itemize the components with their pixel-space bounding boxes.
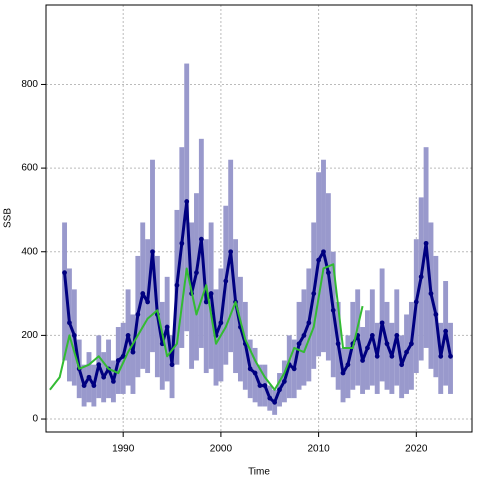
x-tick-label: 1990 [112,444,135,455]
point [164,324,170,330]
point [301,332,307,338]
point [262,383,268,388]
x-tick-label: 2000 [210,444,233,455]
point [71,332,77,338]
point [67,320,72,326]
point [169,362,175,368]
point [296,341,302,347]
point [330,307,336,313]
confidence-band [62,222,68,361]
point [96,362,102,368]
x-axis-label: Time [248,467,270,478]
point [448,353,453,359]
point [86,374,92,380]
point [345,362,351,368]
point [384,341,390,347]
point [223,278,229,284]
point [179,240,185,246]
point [413,299,419,305]
point [228,249,234,255]
point [140,291,146,296]
point [91,383,97,388]
point [125,332,131,338]
point [306,320,312,326]
point [111,378,116,384]
y-axis-label: SSB [3,208,14,228]
point [291,366,297,372]
point [340,370,346,376]
point [335,341,341,347]
point [247,366,253,372]
point [145,299,151,305]
point [404,349,409,355]
point [389,353,395,359]
point [321,249,326,255]
point [374,353,380,359]
x-tick-label: 2010 [307,444,330,455]
x-tick-label: 2020 [405,444,428,455]
point [282,378,287,384]
point [203,299,209,305]
point [365,345,370,351]
confidence-band [184,63,190,332]
point [101,374,107,380]
y-tick-label: 0 [32,414,38,425]
confidence-band [203,239,209,374]
point [418,274,424,280]
point [198,236,204,242]
point [120,353,126,359]
point [360,358,365,363]
point [428,291,434,296]
point [409,341,414,347]
point [218,320,224,326]
point [316,257,322,263]
point [423,240,429,246]
point [272,399,278,405]
point [257,383,263,388]
point [115,358,121,363]
y-tick-label: 400 [21,246,38,257]
y-tick-label: 600 [21,163,38,174]
point [311,291,317,296]
point [277,387,282,393]
point [81,383,87,388]
point [208,291,214,296]
point [184,199,190,204]
point [252,370,258,376]
point [174,282,180,288]
point [130,349,136,355]
confidence-band [145,239,151,374]
point [267,395,273,401]
y-tick-label: 800 [21,79,38,90]
point [194,270,199,276]
point [433,312,439,317]
point [443,328,449,334]
y-tick-label: 200 [21,330,38,341]
plot-frame [45,4,473,433]
estimate-line [63,200,452,404]
point [325,270,331,276]
point [62,270,67,276]
point [394,332,400,338]
point [369,332,375,338]
point [438,353,444,359]
point [379,320,385,326]
point [150,249,155,255]
point [399,362,405,368]
model-line [49,263,364,391]
point [135,312,141,317]
